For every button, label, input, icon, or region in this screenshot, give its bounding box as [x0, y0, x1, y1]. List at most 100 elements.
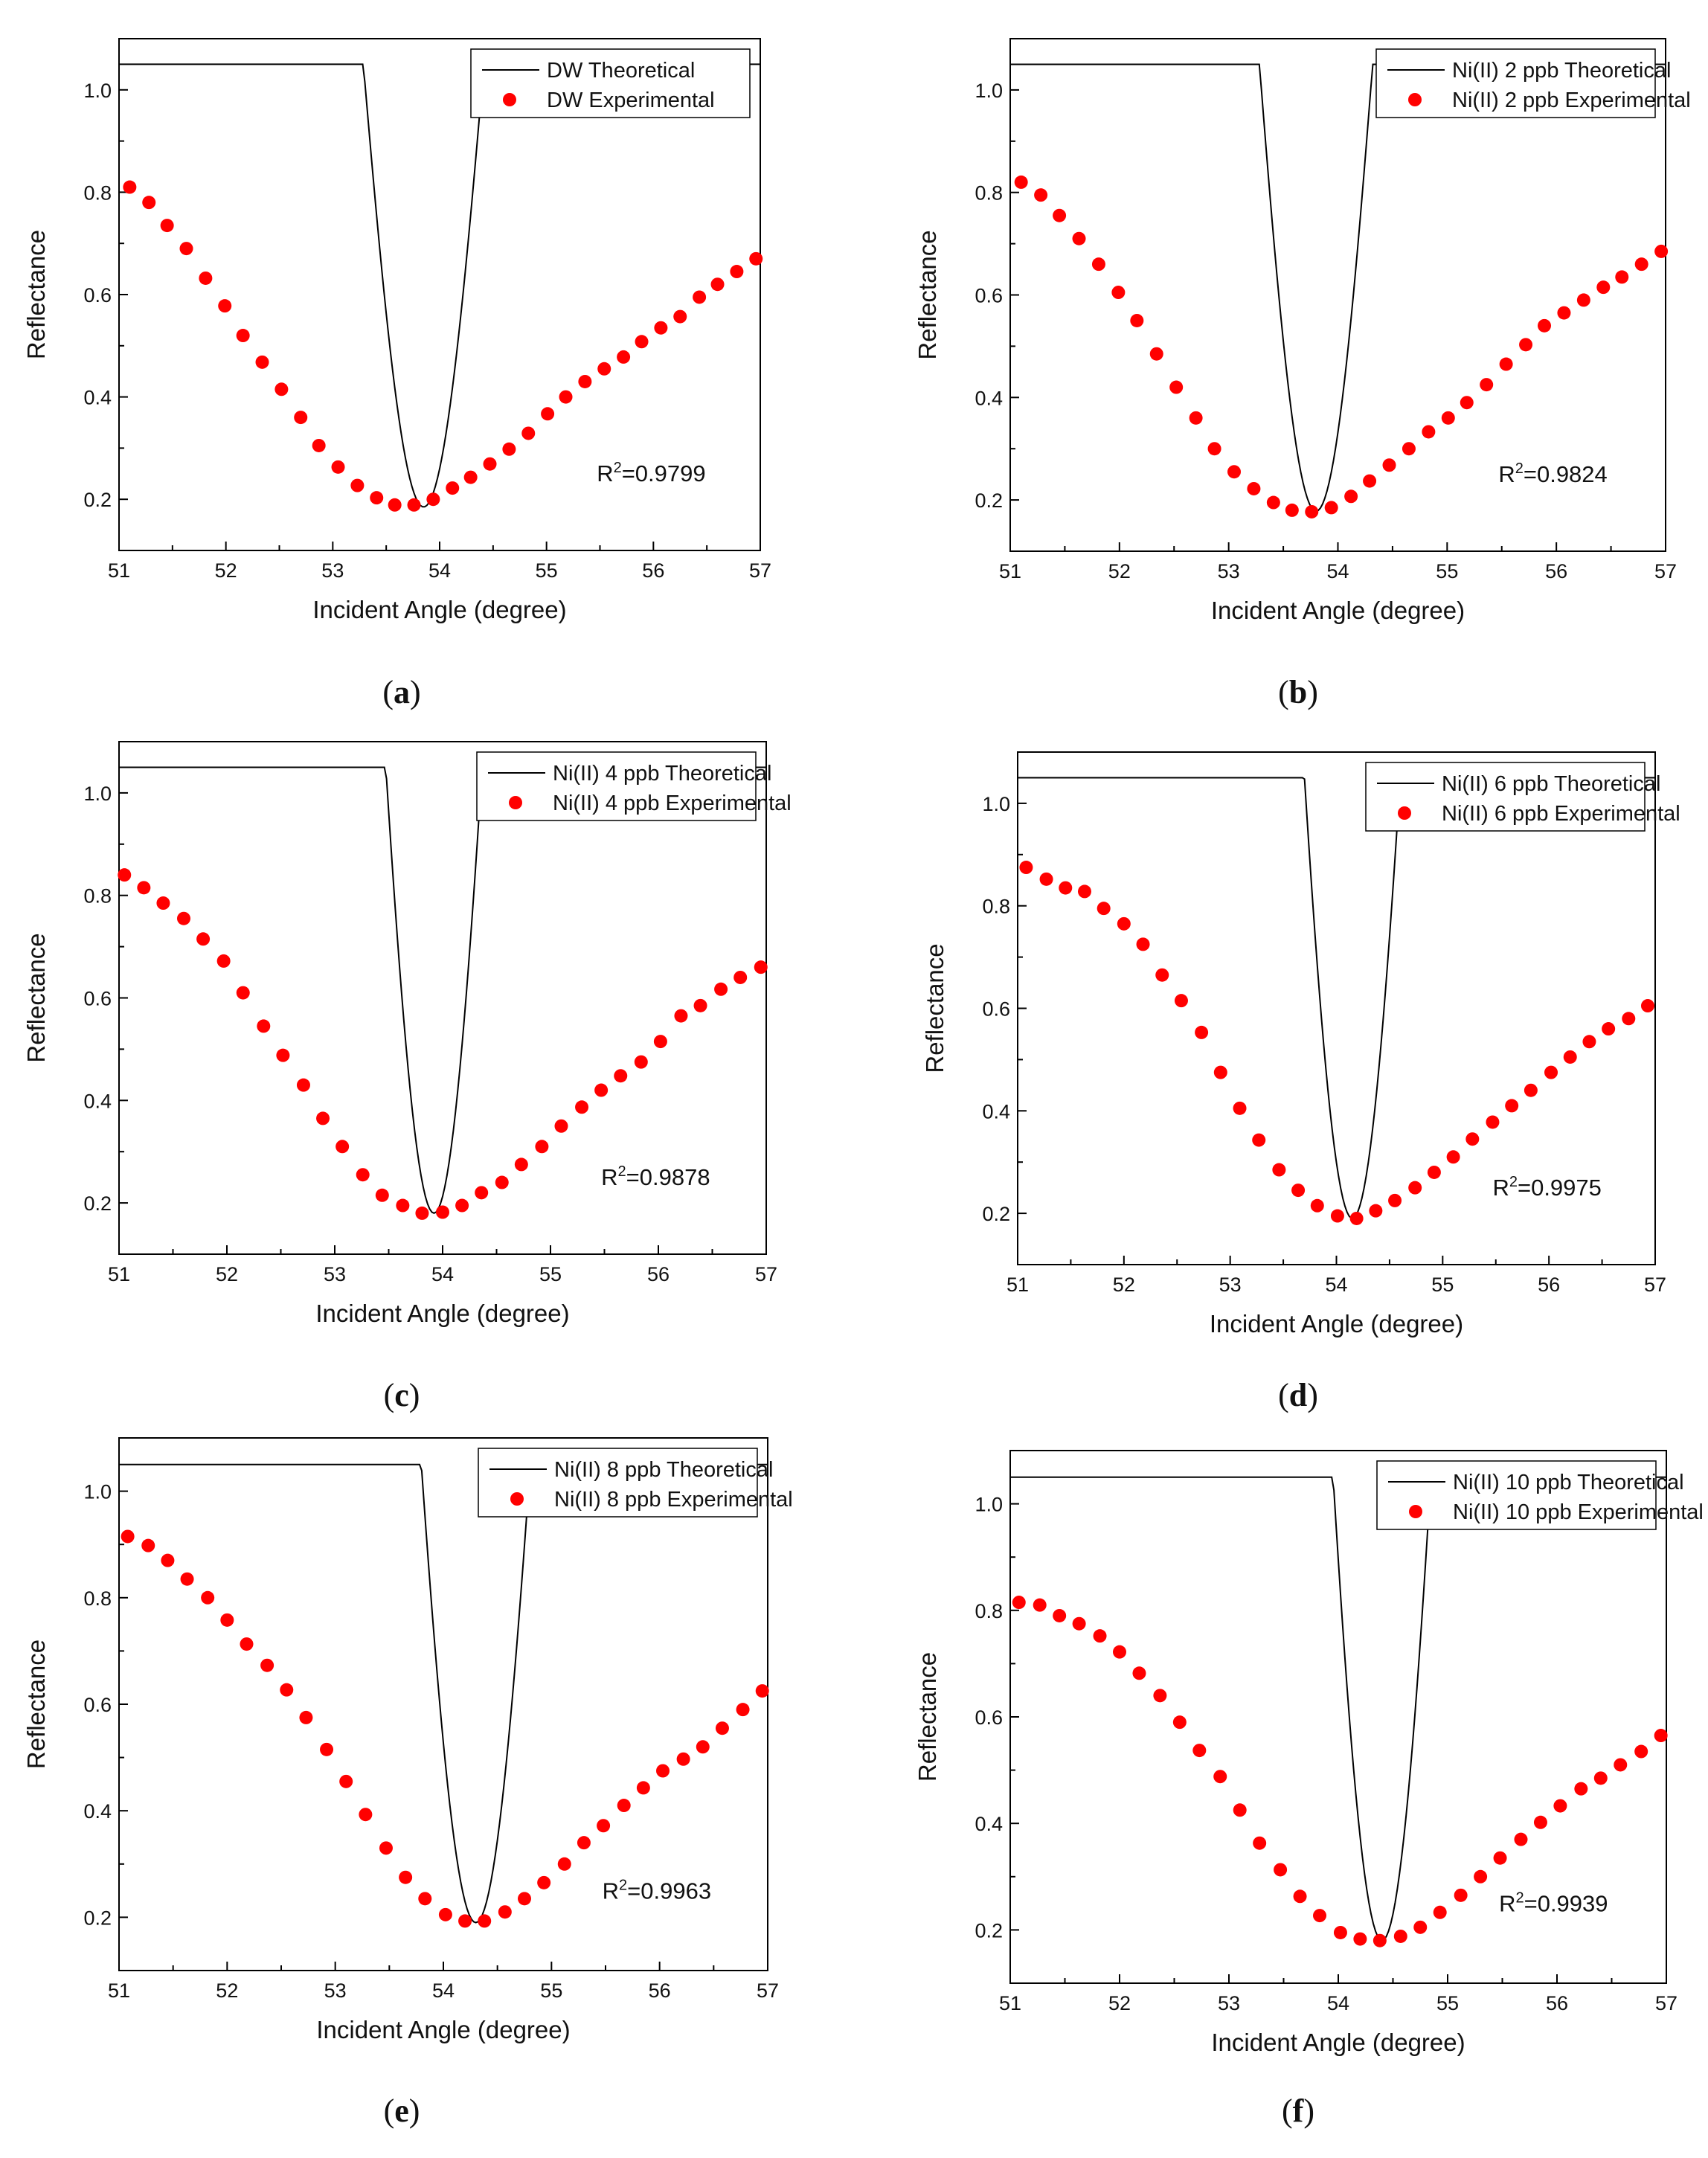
experimental-point — [396, 1198, 410, 1213]
x-tick-label: 52 — [216, 1979, 238, 2002]
experimental-point — [294, 411, 308, 425]
experimental-point — [356, 1168, 370, 1182]
r-squared-base: R — [601, 1164, 617, 1190]
x-tick-label: 53 — [324, 1979, 347, 2002]
legend-box — [1375, 48, 1656, 118]
experimental-point — [1130, 313, 1144, 327]
experimental-point — [693, 998, 707, 1012]
experimental-point — [388, 498, 402, 512]
experimental-point — [436, 1205, 449, 1219]
experimental-point — [1634, 1744, 1648, 1759]
experimental-point — [375, 1188, 389, 1202]
y-tick-label: 1.0 — [975, 80, 1003, 102]
experimental-point — [179, 242, 193, 256]
experimental-point — [736, 1703, 750, 1717]
y-tick-label: 0.8 — [975, 182, 1003, 205]
experimental-point — [1291, 1184, 1306, 1198]
experimental-point — [541, 407, 555, 421]
experimental-point — [274, 382, 289, 396]
experimental-point — [521, 426, 536, 440]
r-squared-base: R — [603, 1878, 619, 1904]
experimental-point — [1174, 994, 1188, 1008]
experimental-point — [1460, 396, 1474, 410]
x-tick-label: 53 — [1219, 1274, 1242, 1296]
experimental-point — [121, 1529, 135, 1544]
experimental-point — [1593, 1771, 1608, 1785]
experimental-point — [1034, 188, 1048, 202]
experimental-point — [216, 954, 231, 968]
experimental-point — [137, 881, 151, 895]
experimental-point — [1654, 244, 1669, 258]
experimental-point — [1614, 1758, 1628, 1772]
experimental-point — [1059, 881, 1073, 895]
experimental-point — [502, 442, 516, 456]
experimental-point — [1557, 306, 1571, 320]
experimental-point — [1553, 1799, 1567, 1813]
r-squared-annotation: R2=0.9975 — [1492, 1174, 1601, 1201]
experimental-point — [180, 1572, 194, 1586]
experimental-point — [1111, 286, 1126, 300]
experimental-point — [160, 219, 174, 233]
experimental-point — [218, 299, 232, 313]
y-tick-label: 0.6 — [982, 998, 1010, 1021]
experimental-point — [312, 438, 326, 452]
experimental-point — [1524, 1083, 1538, 1097]
chart-panel-c: 51 52 53 54 55 56 57 0.2 0.4 0.6 0.8 1.0 Incident An… — [22, 741, 792, 1413]
x-axis-title: Incident Angle (degree) — [316, 2016, 570, 2043]
experimental-point — [280, 1683, 294, 1697]
experimental-point — [1486, 1115, 1500, 1129]
x-tick-label: 56 — [1545, 560, 1567, 582]
experimental-point — [1576, 293, 1590, 307]
x-tick-label: 54 — [1326, 560, 1349, 582]
y-tick-label: 0.8 — [83, 182, 112, 204]
x-tick-label: 55 — [1431, 1274, 1454, 1296]
experimental-point — [1514, 1832, 1528, 1846]
experimental-point — [673, 309, 687, 324]
experimental-point — [1422, 425, 1436, 439]
experimental-point — [1446, 1150, 1460, 1164]
experimental-point — [438, 1907, 452, 1921]
experimental-point — [458, 1914, 472, 1928]
experimental-point — [260, 1658, 274, 1672]
experimental-point — [715, 1721, 729, 1735]
x-tick-label: 53 — [1218, 1992, 1240, 2014]
experimental-point — [1408, 1181, 1422, 1195]
experimental-point — [455, 1198, 469, 1213]
y-tick-label: 0.2 — [83, 489, 112, 511]
y-tick-label: 0.8 — [982, 896, 1010, 918]
experimental-point — [696, 1740, 710, 1754]
theoretical-curve — [119, 766, 766, 1214]
panel-label: (e) — [384, 2093, 420, 2129]
experimental-point — [636, 1781, 650, 1795]
experimental-point — [1441, 411, 1455, 425]
experimental-point — [1454, 1888, 1468, 1902]
experimental-point — [199, 271, 213, 285]
legend-marker-swatch — [510, 1492, 524, 1506]
y-axis-title: Reflectance — [22, 230, 50, 359]
experimental-point — [1353, 1932, 1367, 1946]
experimental-point — [196, 932, 211, 946]
chart-panel-e: 51 52 53 54 55 56 57 0.2 0.4 0.6 0.8 1.0 Incident An… — [22, 1437, 793, 2129]
experimental-point — [1253, 1836, 1267, 1850]
experimental-point — [426, 492, 440, 507]
experimental-point — [1310, 1198, 1324, 1213]
x-tick-label: 56 — [649, 1979, 671, 2002]
experimental-point — [1072, 1616, 1086, 1631]
experimental-point — [1582, 1035, 1596, 1049]
panel-label: (a) — [382, 674, 420, 710]
r-squared-annotation: R2=0.9963 — [603, 1877, 711, 1904]
chart-panel-b: 51 52 53 54 55 56 57 0.2 0.4 0.6 0.8 1.0 Incident An… — [914, 38, 1691, 710]
experimental-point — [1274, 1863, 1288, 1877]
x-tick-label: 53 — [324, 1263, 346, 1285]
panel-label: (c) — [384, 1377, 420, 1413]
experimental-point — [1155, 968, 1169, 982]
experimental-point — [483, 457, 497, 471]
panel-label-letter: e — [394, 2093, 409, 2129]
experimental-point — [1213, 1065, 1227, 1079]
experimental-point — [1207, 442, 1221, 456]
legend-marker-swatch — [503, 93, 516, 106]
experimental-point — [1233, 1803, 1247, 1817]
y-tick-label: 1.0 — [83, 1481, 112, 1503]
legend-label-experimental: DW Experimental — [547, 89, 715, 112]
